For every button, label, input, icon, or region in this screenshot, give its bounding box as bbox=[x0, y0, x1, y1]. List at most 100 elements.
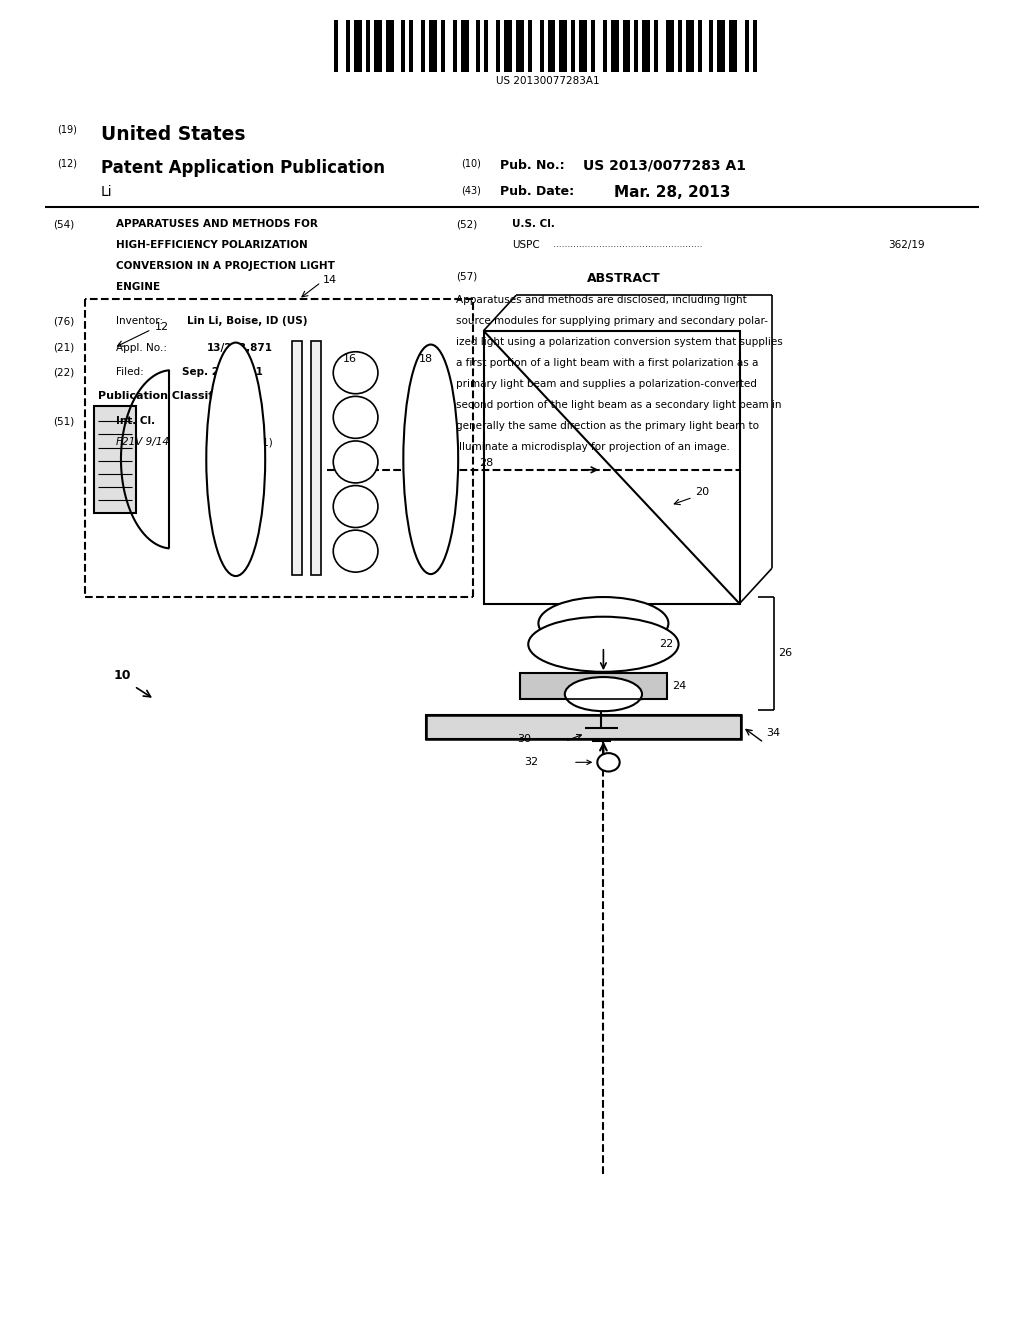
Bar bbox=[623, 20, 631, 73]
Bar bbox=[504, 20, 512, 73]
Text: (43): (43) bbox=[461, 185, 481, 195]
Bar bbox=[429, 20, 437, 73]
Bar bbox=[678, 20, 682, 73]
Bar bbox=[334, 20, 338, 73]
Bar bbox=[753, 20, 757, 73]
Text: (22): (22) bbox=[53, 367, 74, 378]
Text: 20: 20 bbox=[695, 487, 709, 498]
Bar bbox=[520, 673, 668, 700]
Bar bbox=[580, 20, 587, 73]
Text: 28: 28 bbox=[479, 458, 494, 469]
Text: (2006.01): (2006.01) bbox=[222, 437, 273, 447]
Text: Pub. No.:: Pub. No.: bbox=[500, 158, 564, 172]
Bar bbox=[686, 20, 693, 73]
Bar bbox=[374, 20, 382, 73]
Text: Appl. No.:: Appl. No.: bbox=[116, 343, 167, 352]
Bar bbox=[745, 20, 749, 73]
Bar bbox=[497, 20, 500, 73]
Bar bbox=[476, 20, 480, 73]
Bar bbox=[453, 20, 457, 73]
Ellipse shape bbox=[206, 343, 265, 576]
Bar bbox=[483, 331, 739, 603]
Bar bbox=[642, 20, 650, 73]
Bar bbox=[527, 20, 531, 73]
Text: primary light beam and supplies a polarization-converted: primary light beam and supplies a polari… bbox=[456, 379, 757, 389]
Text: (19): (19) bbox=[57, 125, 77, 135]
Text: U.S. Cl.: U.S. Cl. bbox=[512, 219, 555, 230]
Text: US 20130077283A1: US 20130077283A1 bbox=[496, 77, 599, 86]
Text: a first portion of a light beam with a first polarization as a: a first portion of a light beam with a f… bbox=[456, 358, 759, 368]
Text: (51): (51) bbox=[53, 416, 74, 426]
Bar bbox=[426, 715, 740, 739]
Text: APPARATUSES AND METHODS FOR: APPARATUSES AND METHODS FOR bbox=[116, 219, 317, 230]
Bar bbox=[426, 715, 740, 739]
Text: 26: 26 bbox=[778, 648, 793, 659]
Text: Publication Classification: Publication Classification bbox=[98, 391, 256, 401]
Text: 30: 30 bbox=[517, 734, 531, 743]
Bar bbox=[718, 20, 725, 73]
Text: (57): (57) bbox=[456, 272, 477, 281]
Ellipse shape bbox=[539, 597, 669, 649]
Text: ized light using a polarization conversion system that supplies: ized light using a polarization conversi… bbox=[456, 338, 783, 347]
Text: Patent Application Publication: Patent Application Publication bbox=[100, 158, 385, 177]
Text: (12): (12) bbox=[57, 158, 77, 169]
Bar bbox=[571, 20, 575, 73]
Text: second portion of the light beam as a secondary light beam in: second portion of the light beam as a se… bbox=[456, 400, 781, 411]
Bar bbox=[548, 20, 555, 73]
Bar bbox=[386, 20, 393, 73]
Bar bbox=[516, 20, 524, 73]
Text: 18: 18 bbox=[419, 354, 433, 364]
Bar bbox=[354, 20, 361, 73]
Text: ABSTRACT: ABSTRACT bbox=[587, 272, 660, 285]
Bar bbox=[311, 342, 322, 574]
Bar bbox=[729, 20, 737, 73]
Text: 24: 24 bbox=[673, 681, 687, 692]
Text: 34: 34 bbox=[766, 729, 780, 738]
Ellipse shape bbox=[403, 345, 458, 574]
Bar bbox=[697, 20, 701, 73]
Text: Li: Li bbox=[100, 185, 113, 199]
Bar bbox=[603, 20, 607, 73]
Text: Sep. 23, 2011: Sep. 23, 2011 bbox=[182, 367, 263, 378]
Text: 16: 16 bbox=[342, 354, 356, 364]
Bar bbox=[710, 20, 714, 73]
Text: Apparatuses and methods are disclosed, including light: Apparatuses and methods are disclosed, i… bbox=[456, 296, 746, 305]
Ellipse shape bbox=[528, 616, 679, 672]
Text: ....................................................: ........................................… bbox=[553, 240, 702, 249]
Bar bbox=[401, 20, 406, 73]
Text: ENGINE: ENGINE bbox=[116, 282, 160, 292]
Text: 22: 22 bbox=[659, 639, 674, 649]
Bar bbox=[93, 405, 136, 513]
Ellipse shape bbox=[333, 531, 378, 572]
Bar bbox=[484, 20, 488, 73]
Text: (76): (76) bbox=[53, 317, 74, 326]
Text: (54): (54) bbox=[53, 219, 74, 230]
Text: US 2013/0077283 A1: US 2013/0077283 A1 bbox=[583, 158, 746, 173]
Text: USPC: USPC bbox=[512, 240, 540, 251]
Text: illuminate a microdisplay for projection of an image.: illuminate a microdisplay for projection… bbox=[456, 442, 730, 453]
Bar bbox=[610, 20, 618, 73]
Text: Int. Cl.: Int. Cl. bbox=[116, 416, 155, 426]
Text: 13/243,871: 13/243,871 bbox=[207, 343, 273, 352]
Bar bbox=[635, 20, 638, 73]
Text: United States: United States bbox=[100, 125, 245, 144]
Bar bbox=[520, 673, 668, 700]
Text: (10): (10) bbox=[461, 158, 481, 169]
Ellipse shape bbox=[333, 396, 378, 438]
Bar bbox=[559, 20, 567, 73]
Ellipse shape bbox=[333, 486, 378, 528]
Bar bbox=[666, 20, 674, 73]
Bar bbox=[540, 20, 544, 73]
Bar bbox=[591, 20, 595, 73]
Text: Mar. 28, 2013: Mar. 28, 2013 bbox=[613, 185, 730, 201]
Bar bbox=[421, 20, 425, 73]
Text: Filed:: Filed: bbox=[116, 367, 143, 378]
Bar bbox=[366, 20, 370, 73]
Text: 32: 32 bbox=[524, 758, 539, 767]
Ellipse shape bbox=[565, 677, 642, 711]
Text: generally the same direction as the primary light beam to: generally the same direction as the prim… bbox=[456, 421, 759, 432]
Bar bbox=[654, 20, 658, 73]
Bar bbox=[441, 20, 444, 73]
Text: Pub. Date:: Pub. Date: bbox=[500, 185, 573, 198]
Text: HIGH-EFFICIENCY POLARIZATION: HIGH-EFFICIENCY POLARIZATION bbox=[116, 240, 307, 251]
